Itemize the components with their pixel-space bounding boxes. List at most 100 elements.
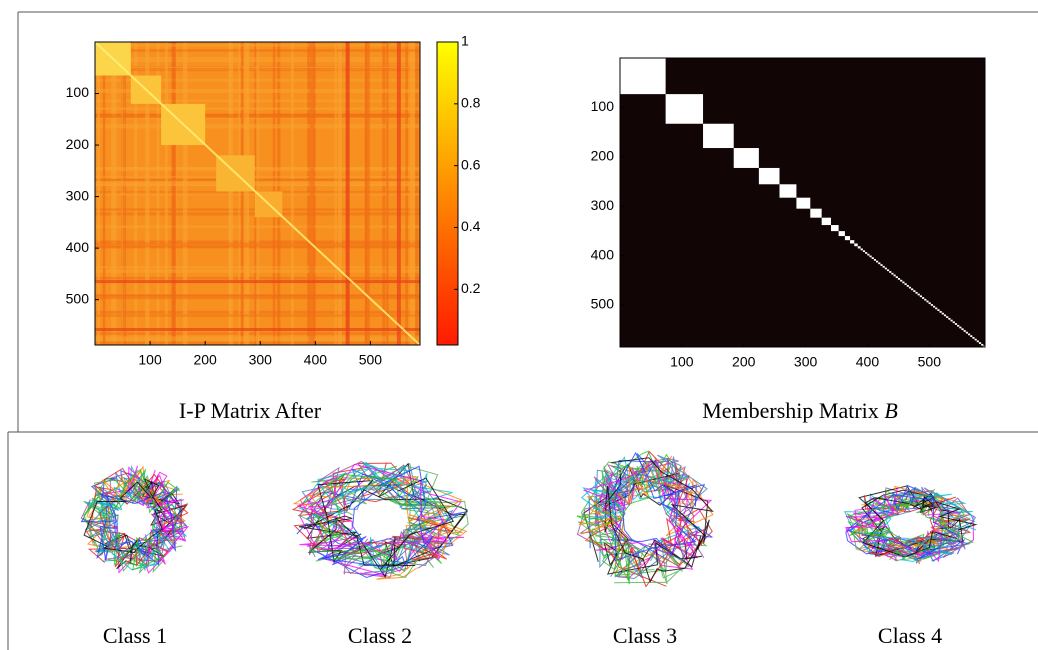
- x-tick-label: 200: [193, 352, 217, 368]
- x-tick-label: 300: [249, 352, 273, 368]
- heatmap-stripe: [95, 66, 420, 68]
- molecule-images: [80, 450, 978, 588]
- molecule-trace: [845, 484, 960, 560]
- matrix-block: [948, 317, 951, 320]
- heatmap-stripe: [164, 42, 168, 345]
- molecule-trace: [862, 496, 978, 558]
- heatmap-stripe: [95, 269, 420, 273]
- heatmap-stripe: [409, 42, 415, 345]
- heatmap-stripe: [145, 42, 150, 345]
- molecule-trace: [296, 473, 468, 579]
- heatmap-stripe: [334, 42, 337, 345]
- matrix-block: [733, 148, 759, 168]
- heatmap-stripe: [95, 336, 420, 342]
- matrix-block: [857, 246, 861, 249]
- matrix-block: [838, 231, 845, 237]
- heatmap-stripe: [171, 42, 177, 345]
- heatmap-stripe: [386, 42, 389, 345]
- heatmap-diagonal: [94, 41, 421, 346]
- matrix-block: [970, 335, 973, 338]
- matrix-block: [703, 123, 734, 149]
- y-tick-label: 200: [591, 148, 615, 164]
- molecule-trace: [96, 468, 176, 571]
- class-caption: Class 1: [103, 623, 167, 648]
- panel-caption: Membership Matrix B: [702, 398, 898, 423]
- matrix-block: [860, 248, 863, 251]
- matrix-block: [965, 331, 969, 334]
- molecule-trace: [144, 471, 187, 565]
- heatmap-stripe: [95, 113, 420, 119]
- colorbar-tick-label: 0.2: [461, 280, 481, 296]
- y-tick-label: 400: [66, 239, 90, 255]
- molecule-trace: [322, 465, 434, 568]
- y-tick-label: 100: [66, 84, 90, 100]
- matrix-block: [917, 293, 920, 296]
- matrix-block: [978, 342, 982, 344]
- y-tick-label: 400: [591, 246, 615, 262]
- matrix-block: [873, 258, 877, 261]
- matrix-block: [665, 94, 704, 124]
- heatmap-stripe: [97, 42, 100, 345]
- matrix-block: [895, 276, 898, 279]
- heatmap-stripe: [95, 242, 420, 248]
- axes-box: [619, 57, 986, 348]
- matrix-block: [932, 305, 936, 308]
- heatmap-stripe: [95, 179, 420, 182]
- molecule-trace: [298, 479, 468, 579]
- x-tick-label: 100: [138, 352, 162, 368]
- y-tick-label: 200: [66, 136, 90, 152]
- axes-box: [94, 41, 421, 346]
- heatmap-stripe: [95, 44, 420, 47]
- class-caption: Class 4: [878, 623, 942, 648]
- heatmap-stripe: [95, 107, 420, 111]
- matrix-block: [884, 267, 887, 270]
- matrix-block: [893, 274, 896, 277]
- matrix-block: [871, 257, 874, 259]
- colorbar-tick-label: 0.6: [461, 156, 481, 172]
- matrix-block: [867, 253, 870, 256]
- heatmap-stripe: [337, 42, 342, 345]
- matrix-block: [821, 217, 831, 226]
- heatmap-stripe: [309, 42, 315, 345]
- molecule-trace: [604, 457, 714, 583]
- heatmap-stripe: [241, 42, 245, 345]
- molecule-trace: [576, 465, 650, 571]
- matrix-block: [950, 319, 953, 322]
- molecule-trace: [308, 474, 462, 560]
- colorbar-tick-label: 0.4: [461, 218, 481, 234]
- caption-symbol: B: [884, 398, 897, 423]
- heatmap-stripe: [182, 42, 188, 345]
- caption-text: Membership Matrix: [702, 398, 879, 423]
- class-caption: Class 2: [348, 623, 412, 648]
- heatmap-stripe: [247, 42, 250, 345]
- x-tick-label: 500: [359, 352, 383, 368]
- matrix-block: [830, 225, 839, 232]
- x-tick-label: 100: [670, 354, 694, 370]
- matrix-block: [850, 240, 855, 244]
- matrix-block: [983, 345, 985, 347]
- x-tick-label: 200: [732, 354, 756, 370]
- y-tick-label: 300: [591, 197, 615, 213]
- matrix-block: [862, 250, 866, 253]
- molecule-trace: [582, 460, 698, 548]
- matrix-block: [882, 265, 885, 268]
- matrix-block: [941, 312, 944, 315]
- matrix-block: [904, 283, 907, 285]
- matrix-block: [908, 286, 912, 289]
- matrix-block: [878, 262, 881, 265]
- molecule-trace: [84, 488, 166, 559]
- matrix-block: [869, 255, 872, 258]
- y-tick-label: 300: [66, 187, 90, 203]
- matrix-block: [981, 343, 984, 346]
- matrix-block: [928, 302, 931, 305]
- matrix-block: [963, 330, 966, 332]
- y-tick-label: 100: [591, 98, 615, 114]
- molecule-trace: [848, 502, 960, 560]
- heatmap-line: [95, 280, 420, 284]
- matrix-block: [876, 260, 879, 263]
- heatmap-line: [396, 42, 401, 345]
- matrix-block: [779, 184, 797, 198]
- matrix-block: [886, 269, 890, 272]
- molecule-trace: [310, 503, 447, 561]
- matrix-block: [919, 295, 923, 298]
